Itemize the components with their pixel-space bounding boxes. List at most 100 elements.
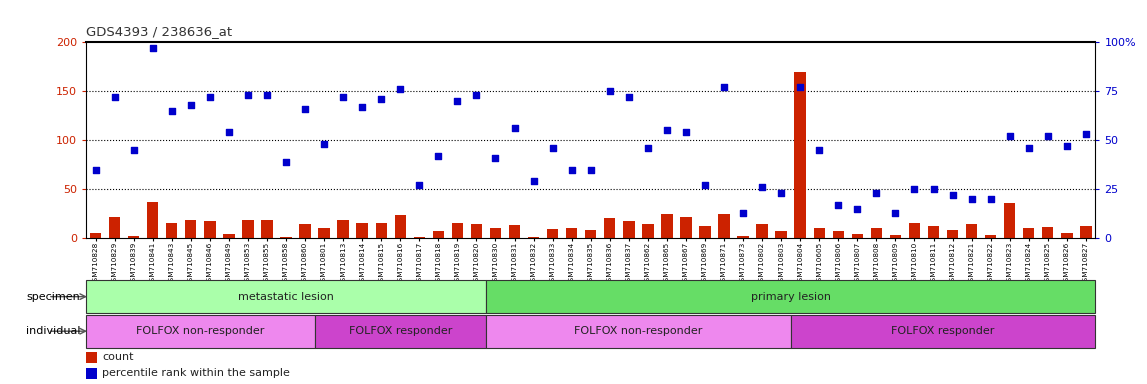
Point xyxy=(239,92,257,98)
Point xyxy=(772,190,790,196)
Bar xyxy=(486,315,790,348)
Bar xyxy=(851,234,863,238)
Point xyxy=(619,94,638,100)
Bar xyxy=(1004,203,1015,238)
Bar xyxy=(109,217,120,238)
Bar xyxy=(775,231,787,238)
Bar xyxy=(337,220,349,238)
Bar xyxy=(375,223,387,238)
Text: FOLFOX non-responder: FOLFOX non-responder xyxy=(136,326,265,336)
Point xyxy=(734,210,752,216)
Text: individual: individual xyxy=(25,326,80,336)
Point xyxy=(943,192,961,198)
Bar xyxy=(224,234,235,238)
Point xyxy=(639,145,657,151)
Point xyxy=(562,167,580,173)
Bar xyxy=(985,235,997,238)
Point xyxy=(791,84,810,90)
Bar xyxy=(89,233,101,238)
Text: FOLFOX responder: FOLFOX responder xyxy=(349,326,452,336)
Point xyxy=(353,104,372,110)
Bar xyxy=(185,220,196,238)
Bar xyxy=(299,224,311,238)
Point xyxy=(315,141,334,147)
Bar xyxy=(314,315,486,348)
Point xyxy=(220,129,239,136)
Bar xyxy=(528,237,539,238)
Text: FOLFOX non-responder: FOLFOX non-responder xyxy=(575,326,702,336)
Point xyxy=(982,196,1000,202)
Bar xyxy=(700,226,711,238)
Point xyxy=(181,102,200,108)
Point xyxy=(715,84,733,90)
Bar xyxy=(738,236,749,238)
Text: count: count xyxy=(102,353,133,362)
Point xyxy=(696,182,715,188)
Point xyxy=(258,92,276,98)
Point xyxy=(106,94,124,100)
Point xyxy=(524,178,543,184)
Bar xyxy=(565,228,577,238)
Bar xyxy=(813,228,825,238)
Text: specimen: specimen xyxy=(26,291,80,302)
Bar xyxy=(908,223,920,238)
Point xyxy=(125,147,143,153)
Bar xyxy=(414,237,426,238)
Point xyxy=(391,86,409,92)
Bar xyxy=(680,217,692,238)
Bar xyxy=(486,280,1095,313)
Bar xyxy=(86,352,97,363)
Point xyxy=(486,155,505,161)
Bar xyxy=(642,224,654,238)
Bar xyxy=(86,280,486,313)
Bar xyxy=(1023,228,1035,238)
Point xyxy=(848,206,866,212)
Point xyxy=(429,153,447,159)
Point xyxy=(448,98,467,104)
Bar xyxy=(966,224,977,238)
Text: GDS4393 / 238636_at: GDS4393 / 238636_at xyxy=(86,25,232,38)
Point xyxy=(1077,131,1095,137)
Point xyxy=(1000,133,1019,139)
Bar xyxy=(452,223,463,238)
Bar xyxy=(756,224,767,238)
Text: FOLFOX responder: FOLFOX responder xyxy=(891,326,994,336)
Bar xyxy=(470,224,482,238)
Point xyxy=(867,190,885,196)
Point xyxy=(1038,133,1056,139)
Bar xyxy=(1061,233,1072,238)
Point xyxy=(411,182,429,188)
Point xyxy=(677,129,695,136)
Text: primary lesion: primary lesion xyxy=(750,291,830,302)
Bar xyxy=(623,222,634,238)
Bar xyxy=(128,236,139,238)
Text: metastatic lesion: metastatic lesion xyxy=(239,291,334,302)
Bar xyxy=(147,202,158,238)
Bar xyxy=(890,235,902,238)
Bar xyxy=(928,226,939,238)
Bar xyxy=(86,368,97,379)
Point xyxy=(752,184,771,190)
Point xyxy=(905,186,923,192)
Bar xyxy=(718,214,729,238)
Point xyxy=(372,96,390,102)
Text: percentile rank within the sample: percentile rank within the sample xyxy=(102,368,290,378)
Point xyxy=(582,167,600,173)
Point xyxy=(296,106,314,112)
Point xyxy=(467,92,485,98)
Bar xyxy=(262,220,273,238)
Point xyxy=(887,210,905,216)
Bar xyxy=(604,218,616,238)
Point xyxy=(601,88,619,94)
Bar xyxy=(790,315,1095,348)
Bar xyxy=(432,231,444,238)
Bar xyxy=(946,230,958,238)
Point xyxy=(276,159,295,165)
Bar xyxy=(86,315,314,348)
Point xyxy=(962,196,981,202)
Bar xyxy=(1043,227,1053,238)
Point xyxy=(334,94,352,100)
Bar xyxy=(795,71,806,238)
Point xyxy=(201,94,219,100)
Bar xyxy=(871,228,882,238)
